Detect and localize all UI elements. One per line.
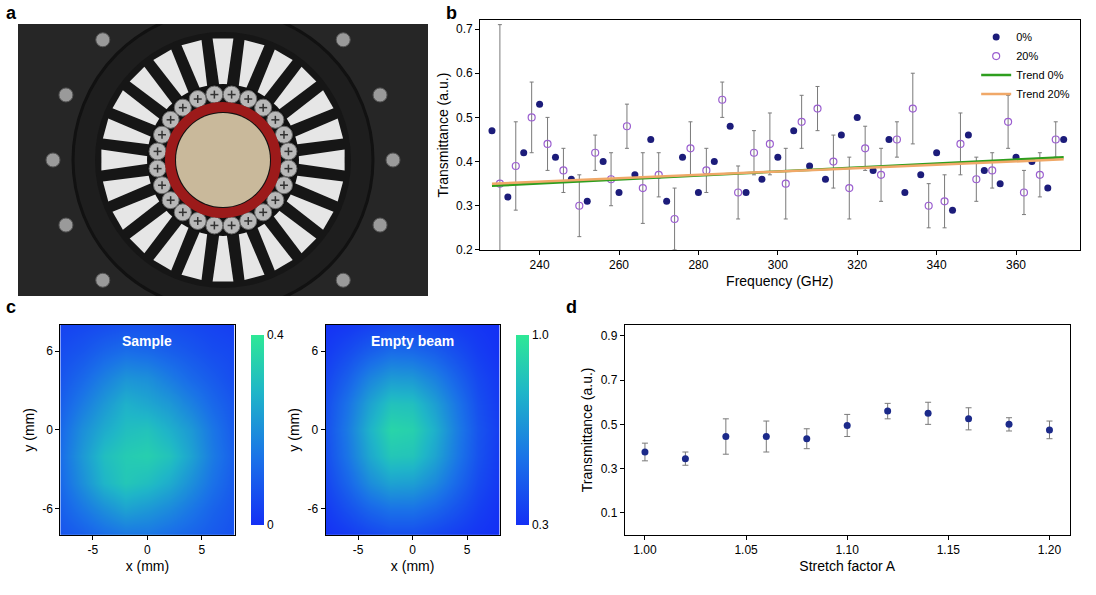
- svg-text:1.10: 1.10: [836, 543, 860, 557]
- svg-text:280: 280: [688, 258, 708, 272]
- svg-text:260: 260: [609, 258, 629, 272]
- svg-text:320: 320: [847, 258, 867, 272]
- svg-text:240: 240: [530, 258, 550, 272]
- svg-text:20%: 20%: [1016, 50, 1038, 62]
- svg-text:b: b: [446, 3, 457, 23]
- svg-text:1.15: 1.15: [937, 543, 961, 557]
- svg-text:340: 340: [927, 258, 947, 272]
- svg-text:0.3: 0.3: [456, 199, 473, 213]
- svg-text:5: 5: [464, 543, 471, 557]
- svg-text:Trend 20%: Trend 20%: [1016, 88, 1070, 100]
- svg-text:0.2: 0.2: [456, 243, 473, 257]
- svg-text:-6: -6: [307, 502, 318, 516]
- svg-text:0.7: 0.7: [456, 22, 473, 36]
- svg-text:0.1: 0.1: [601, 506, 618, 520]
- svg-text:Frequency (GHz): Frequency (GHz): [726, 273, 833, 289]
- svg-text:0: 0: [46, 423, 53, 437]
- svg-text:a: a: [6, 3, 17, 23]
- svg-text:Transmittance (a.u.): Transmittance (a.u.): [579, 368, 595, 493]
- svg-text:0: 0: [267, 518, 274, 532]
- svg-text:0.5: 0.5: [601, 418, 618, 432]
- svg-text:6: 6: [311, 344, 318, 358]
- svg-text:0.4: 0.4: [456, 155, 473, 169]
- svg-text:y (mm): y (mm): [286, 408, 302, 452]
- svg-text:Sample: Sample: [122, 333, 172, 349]
- svg-text:300: 300: [768, 258, 788, 272]
- svg-text:0.3: 0.3: [601, 462, 618, 476]
- svg-text:6: 6: [46, 344, 53, 358]
- svg-text:360: 360: [1006, 258, 1026, 272]
- svg-text:0: 0: [144, 543, 151, 557]
- svg-text:5: 5: [199, 543, 206, 557]
- svg-text:0.7: 0.7: [601, 373, 618, 387]
- svg-text:x (mm): x (mm): [391, 558, 435, 574]
- svg-text:1.05: 1.05: [734, 543, 758, 557]
- svg-text:y (mm): y (mm): [21, 408, 37, 452]
- svg-text:0: 0: [311, 423, 318, 437]
- svg-text:-6: -6: [42, 502, 53, 516]
- svg-text:Stretch factor A: Stretch factor A: [799, 558, 895, 574]
- svg-text:1.20: 1.20: [1038, 543, 1062, 557]
- svg-text:0%: 0%: [1016, 31, 1032, 43]
- svg-text:Trend 0%: Trend 0%: [1016, 69, 1064, 81]
- svg-text:0: 0: [409, 543, 416, 557]
- svg-text:-5: -5: [88, 543, 99, 557]
- svg-text:0.4: 0.4: [267, 328, 284, 342]
- svg-text:x (mm): x (mm): [126, 558, 170, 574]
- svg-text:1.00: 1.00: [633, 543, 657, 557]
- svg-text:Empty beam: Empty beam: [371, 333, 454, 349]
- svg-text:d: d: [566, 297, 577, 317]
- svg-text:-5: -5: [353, 543, 364, 557]
- svg-text:c: c: [6, 297, 16, 317]
- svg-text:0.9: 0.9: [601, 329, 618, 343]
- svg-text:1.0: 1.0: [532, 328, 549, 342]
- svg-text:Transmittance (a.u.): Transmittance (a.u.): [435, 73, 451, 198]
- svg-text:0.3: 0.3: [532, 518, 549, 532]
- svg-text:0.6: 0.6: [456, 66, 473, 80]
- svg-text:0.5: 0.5: [456, 111, 473, 125]
